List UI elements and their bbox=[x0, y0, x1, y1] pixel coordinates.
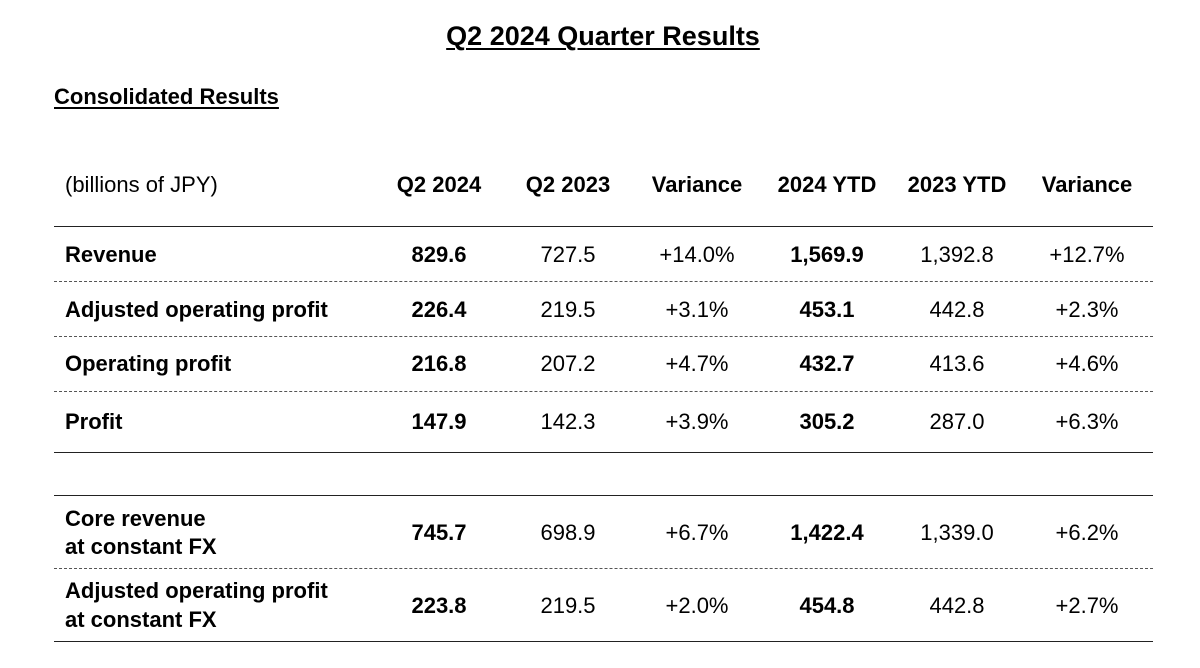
header-divider bbox=[54, 226, 1153, 227]
cell-adj-op-profit-2023-ytd: 442.8 bbox=[929, 297, 985, 322]
cell-adj-op-profit-variance: +3.1% bbox=[665, 297, 729, 322]
section-title: Consolidated Results bbox=[54, 84, 279, 109]
cell-adj-op-profit-fx-q2-2024: 223.8 bbox=[411, 593, 467, 618]
row-label-adj-op-profit-fx-line2: at constant FX bbox=[65, 607, 217, 632]
column-header-variance-ytd: Variance bbox=[1041, 172, 1133, 197]
column-header-q2-2024: Q2 2024 bbox=[396, 172, 482, 197]
cell-core-revenue-2024-ytd: 1,422.4 bbox=[790, 520, 864, 545]
column-header-q2-2023: Q2 2023 bbox=[525, 172, 611, 197]
row-divider bbox=[54, 281, 1153, 282]
row-divider bbox=[54, 336, 1153, 337]
cell-revenue-q2-2024: 829.6 bbox=[411, 242, 467, 267]
cell-op-profit-variance: +4.7% bbox=[665, 351, 729, 376]
constant-fx-top-border bbox=[54, 495, 1153, 496]
cell-core-revenue-variance: +6.7% bbox=[665, 520, 729, 545]
cell-op-profit-variance-ytd: +4.6% bbox=[1055, 351, 1119, 376]
cell-adj-op-profit-2024-ytd: 453.1 bbox=[799, 297, 855, 322]
cell-adj-op-profit-fx-2024-ytd: 454.8 bbox=[799, 593, 855, 618]
cell-adj-op-profit-variance-ytd: +2.3% bbox=[1055, 297, 1119, 322]
cell-adj-op-profit-fx-variance: +2.0% bbox=[665, 593, 729, 618]
cell-revenue-variance: +14.0% bbox=[659, 242, 735, 267]
cell-profit-variance: +3.9% bbox=[665, 409, 729, 434]
cell-adj-op-profit-fx-variance-ytd: +2.7% bbox=[1055, 593, 1119, 618]
cell-core-revenue-variance-ytd: +6.2% bbox=[1055, 520, 1119, 545]
cell-revenue-q2-2023: 727.5 bbox=[540, 242, 596, 267]
cell-adj-op-profit-fx-2023-ytd: 442.8 bbox=[929, 593, 985, 618]
cell-profit-q2-2023: 142.3 bbox=[540, 409, 596, 434]
column-header-variance-quarter: Variance bbox=[651, 172, 743, 197]
cell-profit-q2-2024: 147.9 bbox=[411, 409, 467, 434]
cell-profit-2023-ytd: 287.0 bbox=[929, 409, 985, 434]
row-label-adj-op-profit-fx-line1: Adjusted operating profit bbox=[65, 578, 328, 603]
row-label-core-revenue-line2: at constant FX bbox=[65, 534, 217, 559]
row-label-adjusted-operating-profit: Adjusted operating profit bbox=[65, 297, 328, 322]
row-label-operating-profit: Operating profit bbox=[65, 351, 232, 376]
cell-op-profit-q2-2023: 207.2 bbox=[540, 351, 596, 376]
cell-core-revenue-q2-2024: 745.7 bbox=[411, 520, 467, 545]
cell-revenue-2023-ytd: 1,392.8 bbox=[920, 242, 994, 267]
column-header-2023-ytd: 2023 YTD bbox=[907, 172, 1007, 197]
column-header-2024-ytd: 2024 YTD bbox=[777, 172, 877, 197]
cell-op-profit-q2-2024: 216.8 bbox=[411, 351, 467, 376]
cell-core-revenue-q2-2023: 698.9 bbox=[540, 520, 596, 545]
table-bottom-border bbox=[54, 641, 1153, 642]
row-divider bbox=[54, 568, 1153, 569]
cell-adj-op-profit-q2-2024: 226.4 bbox=[411, 297, 467, 322]
row-divider bbox=[54, 391, 1153, 392]
cell-revenue-2024-ytd: 1,569.9 bbox=[790, 242, 864, 267]
cell-adj-op-profit-q2-2023: 219.5 bbox=[540, 297, 596, 322]
cell-profit-variance-ytd: +6.3% bbox=[1055, 409, 1119, 434]
row-label-profit: Profit bbox=[65, 409, 123, 434]
cell-profit-2024-ytd: 305.2 bbox=[799, 409, 855, 434]
cell-op-profit-2023-ytd: 413.6 bbox=[929, 351, 985, 376]
table-section-bottom-border bbox=[54, 452, 1153, 453]
row-label-revenue: Revenue bbox=[65, 242, 157, 267]
page-title: Q2 2024 Quarter Results bbox=[446, 21, 760, 51]
cell-revenue-variance-ytd: +12.7% bbox=[1049, 242, 1125, 267]
cell-op-profit-2024-ytd: 432.7 bbox=[799, 351, 855, 376]
cell-core-revenue-2023-ytd: 1,339.0 bbox=[920, 520, 994, 545]
cell-adj-op-profit-fx-q2-2023: 219.5 bbox=[540, 593, 596, 618]
row-label-core-revenue-line1: Core revenue bbox=[65, 506, 206, 531]
unit-label: (billions of JPY) bbox=[65, 172, 218, 197]
